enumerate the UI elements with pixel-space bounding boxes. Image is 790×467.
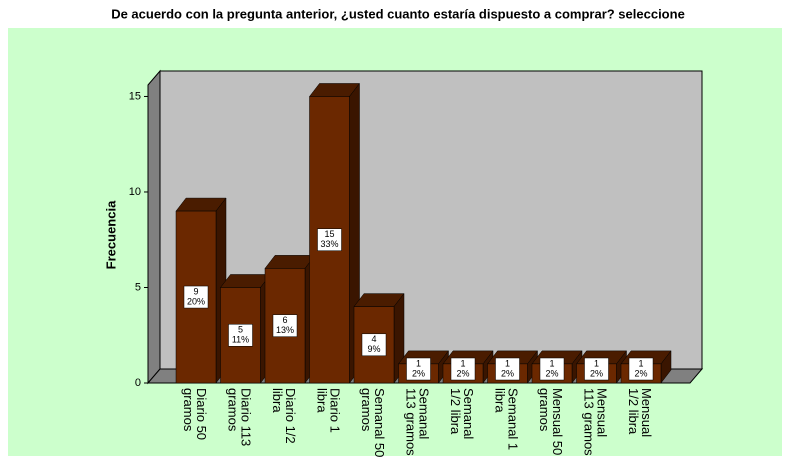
x-tick-label: Mensual 50gramos (537, 388, 565, 455)
bar (308, 82, 361, 384)
x-tick-label: Semanal 50gramos (359, 388, 387, 457)
x-tick-label: Diario 1/2libra (270, 388, 298, 444)
value-label: 1 (638, 358, 643, 368)
value-label-box (406, 357, 431, 381)
y-axis-label: Frecuencia (103, 200, 118, 269)
value-label: 1 (549, 358, 554, 368)
value-label-box (495, 357, 520, 381)
value-label-box (228, 323, 253, 347)
percent-label: 2% (634, 368, 647, 378)
value-label-box (584, 357, 609, 381)
value-label: 5 (238, 325, 243, 335)
percent-label: 11% (232, 335, 249, 345)
value-label-box (450, 357, 476, 381)
x-tick-label: Semanal113 gramos (403, 388, 431, 456)
value-label: 1 (594, 358, 599, 368)
chart-title: De acuerdo con la pregunta anterior, ¿us… (111, 6, 685, 21)
x-tick-label: Mensual1/2 libra (626, 388, 654, 437)
x-tick-label: Diario 50gramos (181, 388, 209, 440)
value-label: 6 (282, 315, 287, 325)
x-tick-label: Semanal1/2 libra (448, 388, 476, 439)
value-label-box (272, 314, 298, 337)
percent-label: 2% (412, 368, 425, 378)
value-label: 1 (460, 358, 465, 368)
value-label-box (183, 285, 209, 309)
percent-label: 2% (501, 368, 514, 378)
percent-label: 20% (187, 296, 205, 306)
percent-label: 9% (367, 344, 380, 354)
percent-label: 33% (320, 239, 338, 249)
x-tick-label: Diario 1libra (314, 388, 342, 433)
y-tick-label: 0 (135, 377, 141, 389)
percent-label: 2% (456, 368, 469, 378)
x-tick-label: Diario 113gramos (225, 388, 253, 446)
value-label-box (628, 357, 654, 381)
value-label: 1 (416, 358, 421, 368)
percent-label: 2% (545, 368, 558, 378)
value-label-box (361, 333, 387, 357)
y-tick-label: 10 (129, 186, 141, 198)
x-tick-label: Mensual113 gramos (581, 388, 609, 456)
y-tick-label: 15 (129, 90, 141, 102)
x-tick-label: Semanal 1libra (492, 388, 520, 450)
percent-label: 13% (276, 325, 294, 335)
percent-label: 2% (590, 368, 603, 378)
value-label: 4 (371, 334, 376, 344)
value-label: 1 (505, 358, 510, 368)
value-label: 9 (193, 286, 198, 296)
value-label-box (539, 357, 565, 381)
y-tick-label: 5 (135, 281, 141, 293)
value-label-box (317, 228, 342, 251)
value-label: 15 (324, 229, 334, 239)
left-wall (147, 69, 161, 385)
